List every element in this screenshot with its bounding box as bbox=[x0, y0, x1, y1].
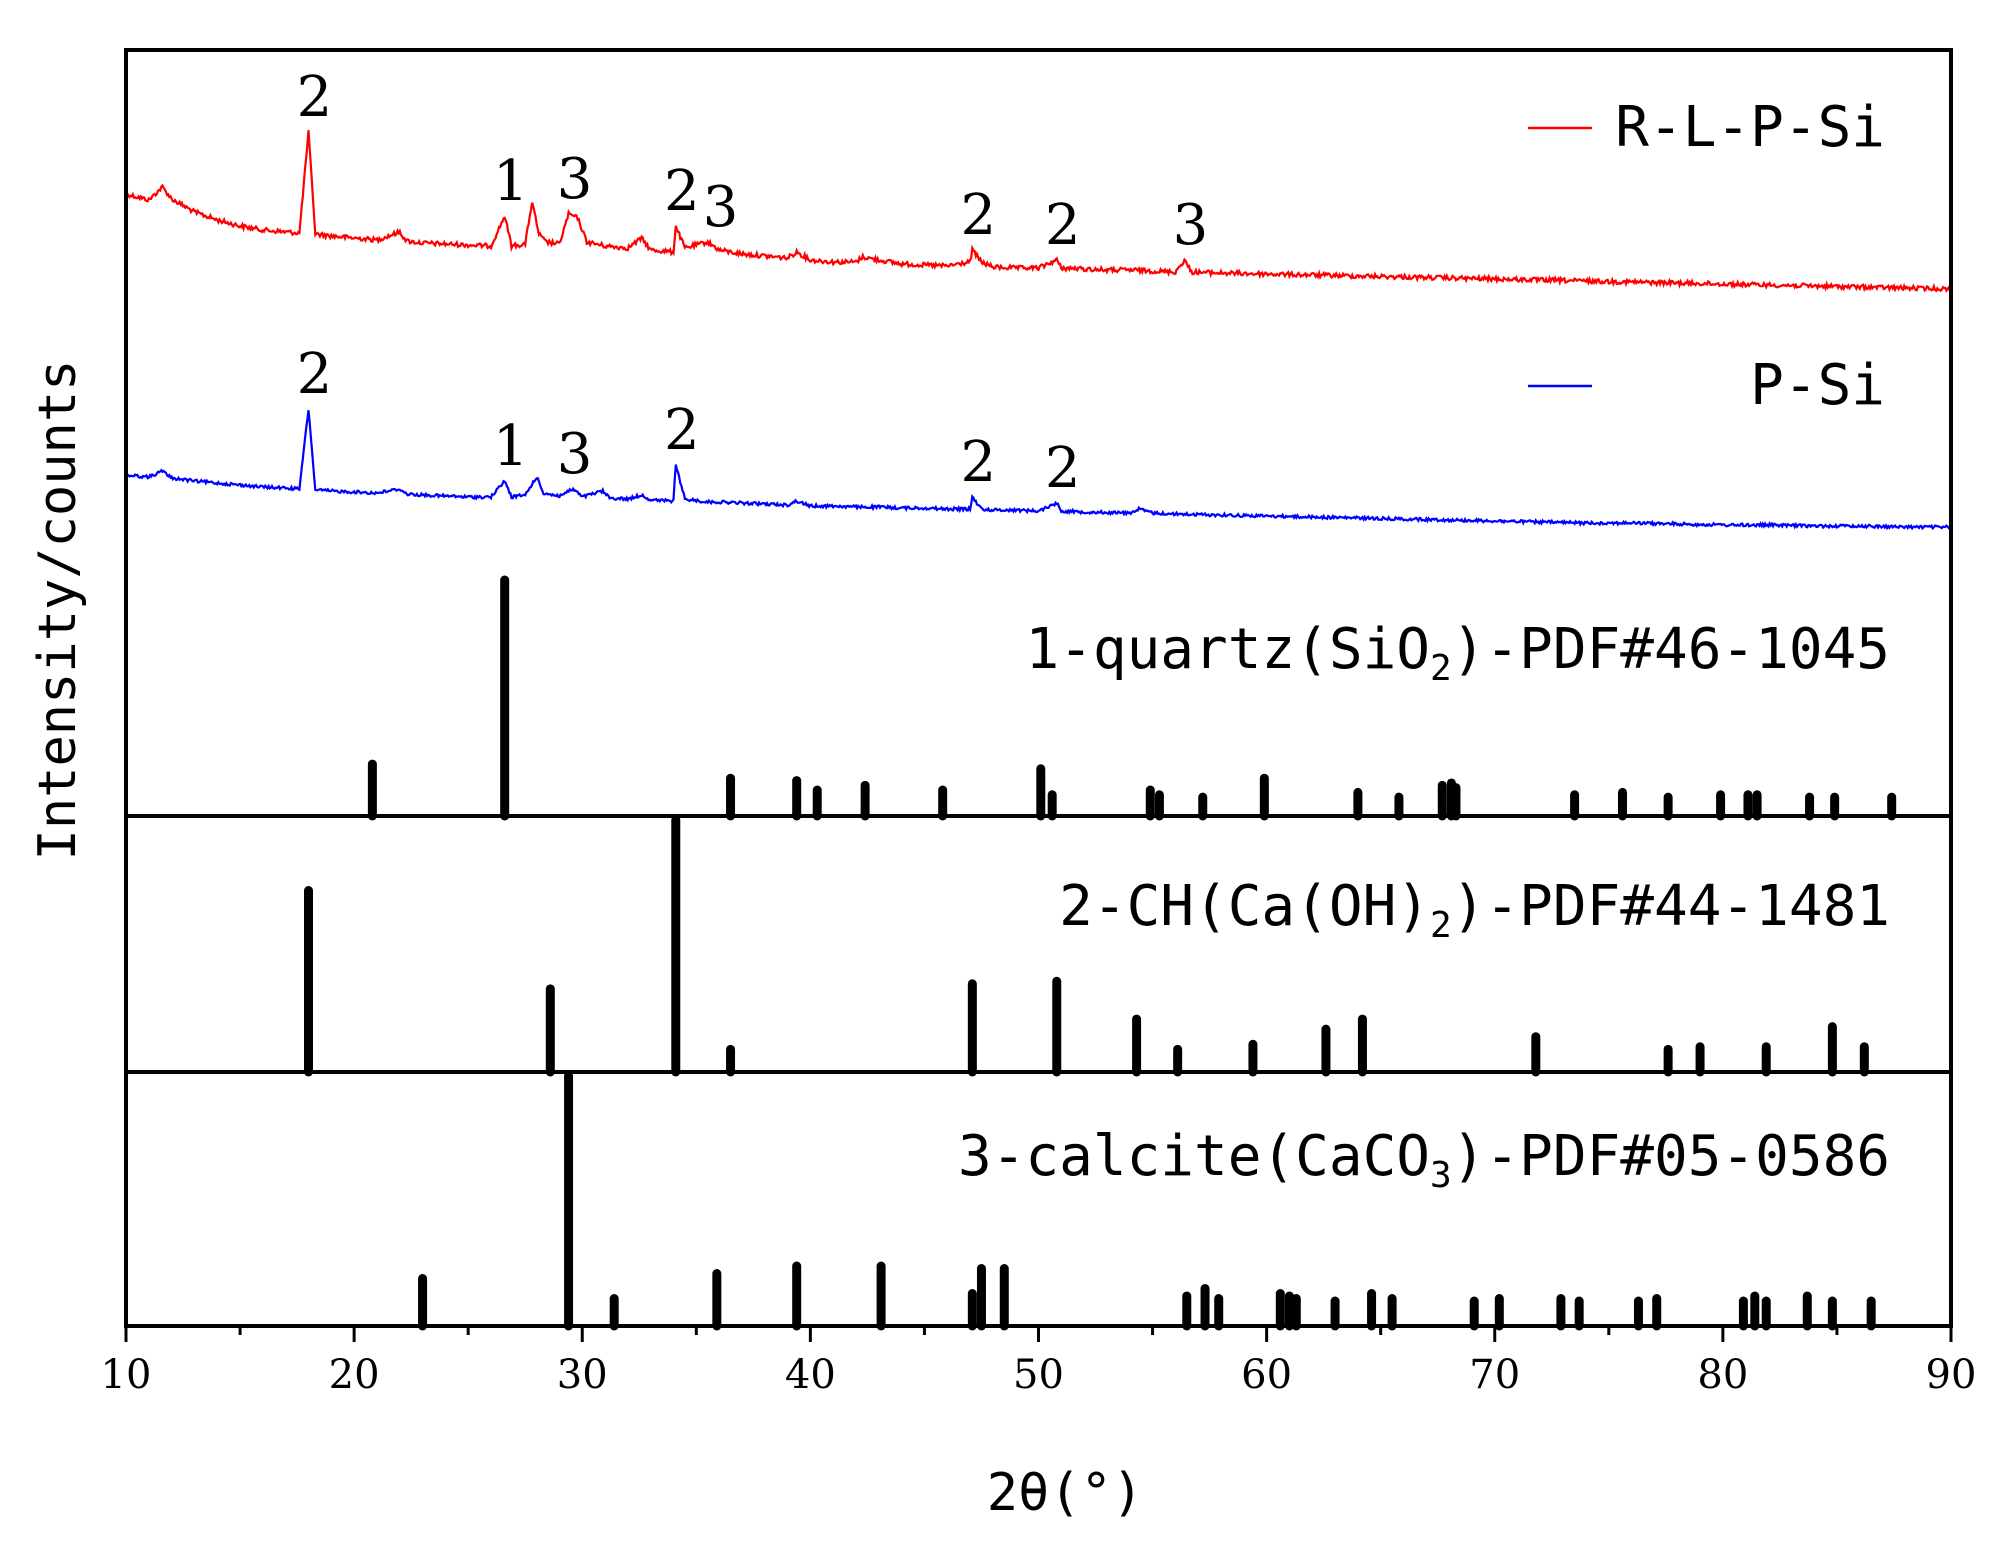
peak-label: 3 bbox=[557, 422, 593, 487]
legend-label: R-L-P-Si bbox=[1615, 95, 1885, 160]
peak-label: 3 bbox=[557, 147, 593, 212]
peak-label: 2 bbox=[961, 183, 997, 248]
x-tick-label: 70 bbox=[1469, 1352, 1520, 1398]
reference-label: 2-CH(Ca(OH)2)-PDF#44-1481 bbox=[1059, 874, 1890, 946]
reference-label: 1-quartz(SiO2)-PDF#46-1045 bbox=[1025, 617, 1890, 689]
reference-patterns: 1-quartz(SiO2)-PDF#46-1045 2-CH(Ca(OH)2)-… bbox=[126, 575, 1951, 1331]
series-line bbox=[125, 410, 1952, 531]
x-tick-label: 50 bbox=[1013, 1352, 1064, 1398]
x-tick-label: 30 bbox=[557, 1352, 608, 1398]
peak-label: 1 bbox=[493, 149, 529, 214]
x-tick-label: 80 bbox=[1697, 1352, 1748, 1398]
peak-label: 1 bbox=[493, 414, 529, 479]
x-axis-title: 2θ(°) bbox=[987, 1463, 1144, 1523]
peak-label: 2 bbox=[297, 342, 333, 407]
x-tick-label: 40 bbox=[785, 1352, 836, 1398]
legend: R-L-P-Si P-Si bbox=[1528, 95, 1885, 418]
peak-label: 2 bbox=[1045, 436, 1081, 501]
x-tick-label: 90 bbox=[1926, 1352, 1977, 1398]
x-tick-label: 10 bbox=[101, 1352, 152, 1398]
peak-label: 3 bbox=[1173, 193, 1209, 258]
plot-area: 21 3 2 3 2 2 321 3 2 2 2 bbox=[125, 65, 1952, 531]
x-tick-label: 20 bbox=[329, 1352, 380, 1398]
peak-label: 2 bbox=[1045, 193, 1081, 258]
peak-label: 2 bbox=[297, 65, 333, 130]
legend-label: P-Si bbox=[1750, 353, 1885, 418]
peak-label: 3 bbox=[703, 175, 739, 240]
peak-label: 2 bbox=[664, 398, 700, 463]
peak-label: 2 bbox=[664, 159, 700, 224]
peak-label: 2 bbox=[961, 430, 997, 495]
x-tick-label: 60 bbox=[1241, 1352, 1292, 1398]
reference-label: 3-calcite(CaCO3)-PDF#05-0586 bbox=[958, 1124, 1890, 1196]
series-line bbox=[125, 130, 1952, 294]
y-axis-title: Intensity/counts bbox=[28, 360, 88, 861]
x-axis: 10 20 30 40 50 60 70 80 90 bbox=[101, 48, 1977, 1398]
